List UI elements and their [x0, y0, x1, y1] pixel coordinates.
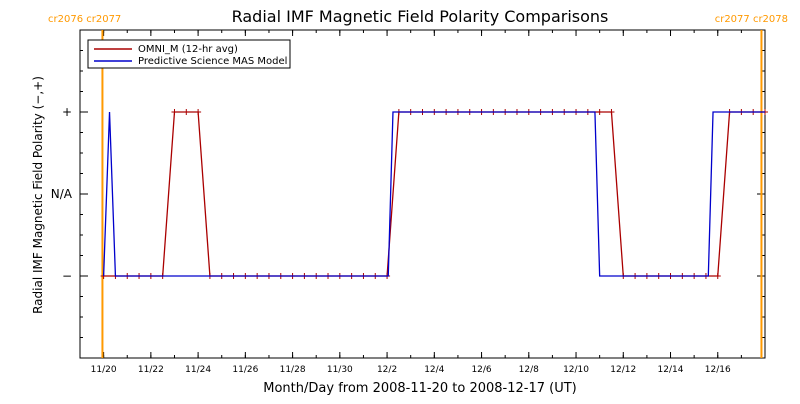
plot-frame — [79, 29, 766, 359]
legend-box — [87, 39, 291, 69]
carrington-label: cr2076 cr2077 — [48, 14, 121, 25]
plot-area: 11/20 11/22 11/24 11/26 11/28 11/30 12/2 12/4 12… — [48, 14, 788, 375]
legend-label-omni: OMNI_M (12-hr avg) — [138, 44, 238, 55]
x-tick-label: 11/20 — [91, 365, 117, 375]
series-line-omni — [103, 111, 765, 277]
y-tick-label: − — [62, 269, 72, 283]
x-axis-label: Month/Day from 2008-11-20 to 2008-12-17 … — [263, 381, 576, 396]
y-axis-label: Radial IMF Magnetic Field Polarity (−,+) — [31, 76, 45, 314]
legend-label-model: Predictive Science MAS Model — [138, 56, 287, 67]
x-tick-label: 11/24 — [185, 365, 211, 375]
chart-title: Radial IMF Magnetic Field Polarity Compa… — [232, 7, 609, 26]
y-tick-label: N/A — [51, 187, 73, 201]
series-line-model — [102, 111, 765, 277]
x-tick-label: 11/30 — [327, 365, 353, 375]
carrington-label: cr2077 cr2078 — [715, 14, 788, 25]
x-tick-label: 12/2 — [377, 365, 397, 375]
x-tick-label: 12/10 — [563, 365, 589, 375]
x-tick-label: 12/4 — [424, 365, 444, 375]
x-tick-label: 11/28 — [280, 365, 306, 375]
legend: OMNI_M (12-hr avg) Predictive Science MA… — [87, 39, 291, 69]
x-tick-label: 12/14 — [658, 365, 684, 375]
x-tick-label: 12/16 — [705, 365, 731, 375]
y-tick-label: + — [62, 105, 72, 119]
x-tick-label: 11/26 — [232, 365, 258, 375]
x-tick-label: 12/8 — [519, 365, 539, 375]
x-tick-label: 11/22 — [138, 365, 164, 375]
x-tick-label: 12/6 — [471, 365, 491, 375]
x-tick-label: 12/12 — [610, 365, 636, 375]
